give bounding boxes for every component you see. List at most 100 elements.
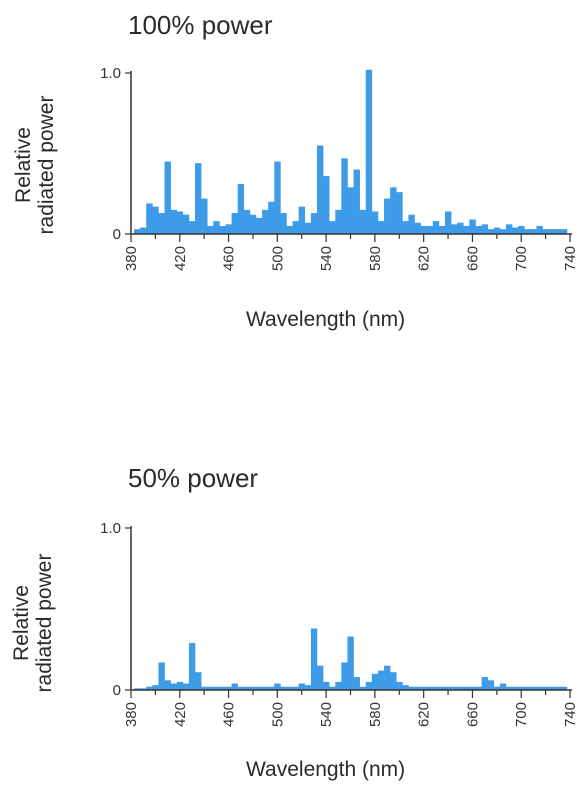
bar	[438, 225, 446, 234]
bar	[255, 217, 263, 234]
bar	[262, 209, 269, 234]
bar	[207, 225, 214, 234]
bar	[359, 686, 367, 690]
bar	[316, 665, 324, 690]
bar	[396, 192, 403, 234]
bar	[274, 161, 281, 234]
bar	[420, 225, 428, 234]
bar	[329, 686, 336, 690]
bar	[286, 686, 293, 690]
bar	[255, 686, 263, 690]
bar	[390, 187, 397, 234]
x-tick-label: 460	[221, 246, 238, 271]
bar	[164, 161, 171, 234]
x-axis-label: Wavelength (nm)	[246, 308, 406, 331]
x-tick-label: 460	[221, 702, 238, 727]
plot-area: 0 1.0 380 420 460 500 540 580 620 660 700 740	[100, 65, 578, 271]
bar	[280, 213, 287, 234]
bar	[475, 225, 482, 234]
bar	[499, 683, 507, 690]
bar	[219, 225, 226, 234]
x-tick-label: 740	[562, 702, 578, 727]
bar	[146, 686, 153, 690]
bar	[536, 225, 543, 234]
bar	[451, 224, 458, 234]
bar	[195, 163, 202, 234]
bar	[231, 213, 238, 234]
bar	[365, 69, 373, 234]
bar	[292, 686, 299, 690]
bar	[463, 686, 470, 690]
bar	[371, 673, 379, 690]
bar	[524, 229, 531, 234]
bar	[548, 686, 556, 690]
bar	[158, 662, 165, 690]
bar	[493, 686, 501, 690]
y-tick-label: 0	[113, 226, 121, 243]
bar	[536, 686, 543, 690]
bar	[457, 222, 464, 234]
bar	[463, 225, 470, 234]
bar	[310, 213, 318, 234]
bar	[414, 686, 421, 690]
bar	[493, 227, 501, 234]
bar	[304, 685, 312, 690]
x-tick-label: 580	[367, 702, 384, 727]
x-tick-label: 540	[318, 246, 335, 271]
bar	[518, 225, 525, 234]
bar	[146, 203, 153, 234]
bar	[341, 662, 348, 690]
bar	[426, 225, 434, 234]
bar	[170, 683, 178, 690]
bar	[182, 683, 190, 690]
x-tick-label: 380	[123, 246, 140, 271]
bar	[377, 221, 385, 234]
bar	[268, 686, 275, 690]
bar	[384, 665, 391, 690]
x-tick-label: 620	[416, 246, 433, 271]
bar	[469, 219, 476, 234]
bar	[249, 686, 257, 690]
chart-title: 50% power	[128, 463, 259, 493]
bar	[323, 681, 330, 690]
x-tick-label: 540	[318, 702, 335, 727]
bar	[176, 211, 184, 234]
bar	[188, 221, 196, 234]
bar	[213, 221, 220, 234]
bar	[457, 686, 464, 690]
bar	[335, 681, 342, 690]
bar	[268, 201, 275, 234]
bar	[152, 685, 159, 690]
bar	[487, 229, 495, 234]
x-tick-label: 740	[562, 246, 578, 271]
chart-title: 100% power	[128, 10, 273, 40]
bar	[451, 686, 458, 690]
bar	[408, 214, 415, 234]
bar	[426, 686, 434, 690]
bar	[542, 229, 549, 234]
bar	[188, 643, 196, 690]
bar	[530, 686, 537, 690]
bar	[335, 209, 342, 234]
bar	[524, 686, 531, 690]
bar	[237, 686, 245, 690]
bar	[280, 686, 287, 690]
bar	[560, 686, 568, 690]
x-tick-label: 700	[513, 702, 530, 727]
x-tick-label: 660	[464, 246, 481, 271]
y-tick-label: 1.0	[100, 65, 121, 82]
bar	[195, 672, 202, 690]
bar	[371, 211, 379, 234]
bar	[353, 169, 360, 234]
bar	[505, 686, 513, 690]
chart-50-power: 50% power Relative radiated power 0 1.0 38…	[0, 400, 578, 787]
bar	[249, 214, 257, 234]
bar	[347, 187, 354, 234]
bar	[445, 686, 452, 690]
chart-100-power: 100% power Relative radiated power 0 1.0 3…	[12, 10, 578, 331]
bar	[542, 686, 549, 690]
bar	[402, 221, 409, 234]
x-tick-label: 500	[269, 246, 286, 271]
bar	[505, 224, 513, 234]
bar	[432, 686, 440, 690]
